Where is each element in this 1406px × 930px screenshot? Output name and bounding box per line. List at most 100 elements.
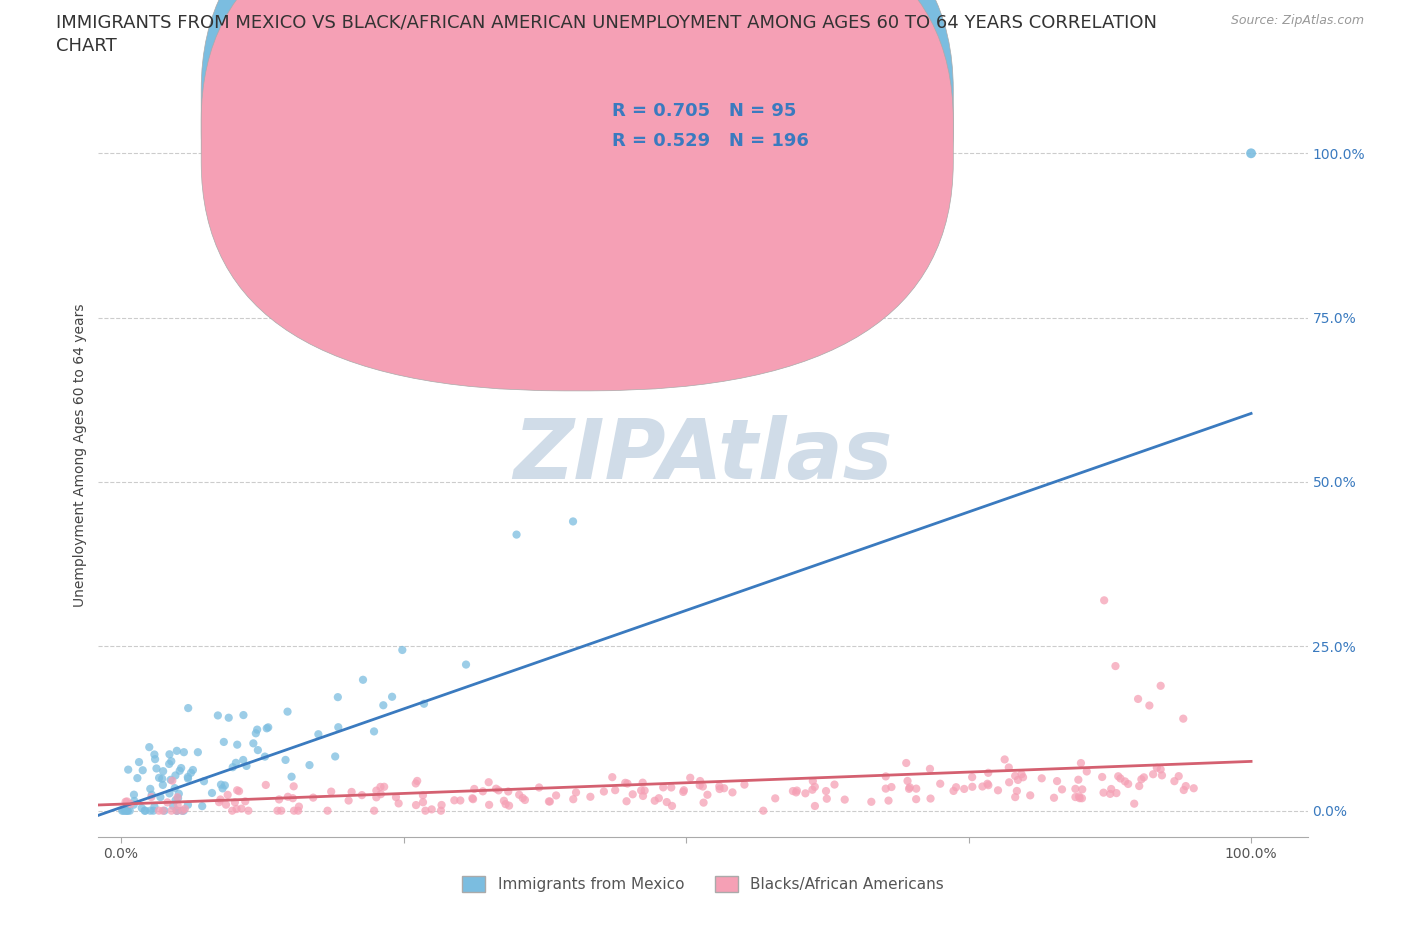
Text: ZIPAtlas: ZIPAtlas bbox=[513, 415, 893, 497]
Point bbox=[167, 790, 190, 805]
Point bbox=[274, 752, 297, 767]
Point bbox=[134, 804, 156, 818]
Point bbox=[280, 769, 302, 784]
Point bbox=[471, 784, 494, 799]
Point bbox=[1019, 788, 1042, 803]
Point bbox=[633, 783, 655, 798]
Point bbox=[905, 781, 928, 796]
Point bbox=[180, 765, 202, 780]
Legend: Immigrants from Mexico, Blacks/African Americans: Immigrants from Mexico, Blacks/African A… bbox=[457, 870, 949, 898]
Point bbox=[976, 777, 998, 791]
Point bbox=[363, 724, 385, 738]
Point bbox=[794, 786, 817, 801]
Point bbox=[328, 720, 350, 735]
Point bbox=[242, 736, 264, 751]
Point bbox=[166, 743, 188, 758]
Point bbox=[174, 802, 197, 817]
Point bbox=[115, 794, 138, 809]
Point bbox=[159, 786, 181, 801]
Point bbox=[115, 804, 138, 818]
Point bbox=[1031, 771, 1053, 786]
Point bbox=[391, 643, 413, 658]
Text: R = 0.705   N = 95: R = 0.705 N = 95 bbox=[613, 101, 797, 120]
Point bbox=[152, 777, 174, 792]
Point bbox=[232, 708, 254, 723]
Point bbox=[527, 780, 550, 795]
Point bbox=[454, 658, 477, 672]
Point bbox=[235, 759, 257, 774]
Point bbox=[430, 798, 453, 813]
Point bbox=[172, 804, 194, 818]
Point bbox=[214, 777, 236, 792]
Point bbox=[505, 527, 527, 542]
Point bbox=[413, 697, 436, 711]
Point bbox=[257, 720, 280, 735]
Point bbox=[605, 783, 627, 798]
Point bbox=[430, 804, 453, 818]
Point bbox=[124, 793, 146, 808]
Point bbox=[166, 804, 188, 818]
Point bbox=[1123, 796, 1146, 811]
Point bbox=[1130, 772, 1153, 787]
Point bbox=[283, 804, 305, 818]
Point bbox=[215, 797, 238, 812]
Point bbox=[920, 791, 942, 806]
Point bbox=[169, 764, 191, 778]
Point bbox=[1004, 768, 1026, 783]
Point bbox=[173, 804, 195, 818]
Point bbox=[114, 794, 136, 809]
Point bbox=[323, 749, 346, 764]
Point bbox=[287, 804, 309, 818]
Point bbox=[461, 790, 484, 805]
Point bbox=[461, 791, 484, 806]
Point bbox=[661, 799, 683, 814]
Point bbox=[692, 779, 714, 794]
Point bbox=[316, 804, 339, 818]
Point bbox=[1099, 781, 1122, 796]
Point bbox=[1004, 790, 1026, 804]
Y-axis label: Unemployment Among Ages 60 to 64 years: Unemployment Among Ages 60 to 64 years bbox=[73, 304, 87, 607]
Point bbox=[512, 790, 534, 805]
Point bbox=[302, 790, 325, 805]
Point bbox=[1043, 790, 1066, 805]
Point bbox=[114, 804, 136, 818]
Point bbox=[388, 796, 411, 811]
Point bbox=[733, 777, 755, 792]
Point bbox=[696, 788, 718, 803]
Point bbox=[254, 777, 277, 792]
Point bbox=[163, 780, 186, 795]
Point bbox=[217, 788, 239, 803]
Point bbox=[1142, 767, 1164, 782]
Point bbox=[207, 708, 229, 723]
Point bbox=[201, 786, 224, 801]
Point bbox=[562, 514, 585, 529]
Point bbox=[166, 804, 188, 818]
Point bbox=[143, 747, 166, 762]
Point bbox=[1150, 762, 1173, 777]
Point bbox=[412, 788, 434, 803]
Point bbox=[824, 777, 846, 792]
Point bbox=[997, 760, 1019, 775]
Point bbox=[860, 794, 883, 809]
Point bbox=[679, 770, 702, 785]
Point bbox=[508, 788, 530, 803]
Point bbox=[994, 752, 1017, 767]
Point bbox=[495, 797, 517, 812]
Point bbox=[170, 761, 193, 776]
Point bbox=[1067, 772, 1090, 787]
Point bbox=[405, 776, 427, 790]
Point bbox=[1092, 785, 1115, 800]
Point bbox=[815, 784, 838, 799]
Point bbox=[149, 790, 172, 804]
Point bbox=[373, 779, 395, 794]
Point bbox=[143, 751, 166, 766]
Point bbox=[485, 781, 508, 796]
Point bbox=[148, 804, 170, 818]
Point bbox=[644, 793, 666, 808]
Point bbox=[406, 774, 429, 789]
Point bbox=[173, 745, 195, 760]
Point bbox=[785, 785, 807, 800]
Point bbox=[1107, 769, 1129, 784]
Point bbox=[1011, 766, 1033, 781]
Point bbox=[208, 795, 231, 810]
